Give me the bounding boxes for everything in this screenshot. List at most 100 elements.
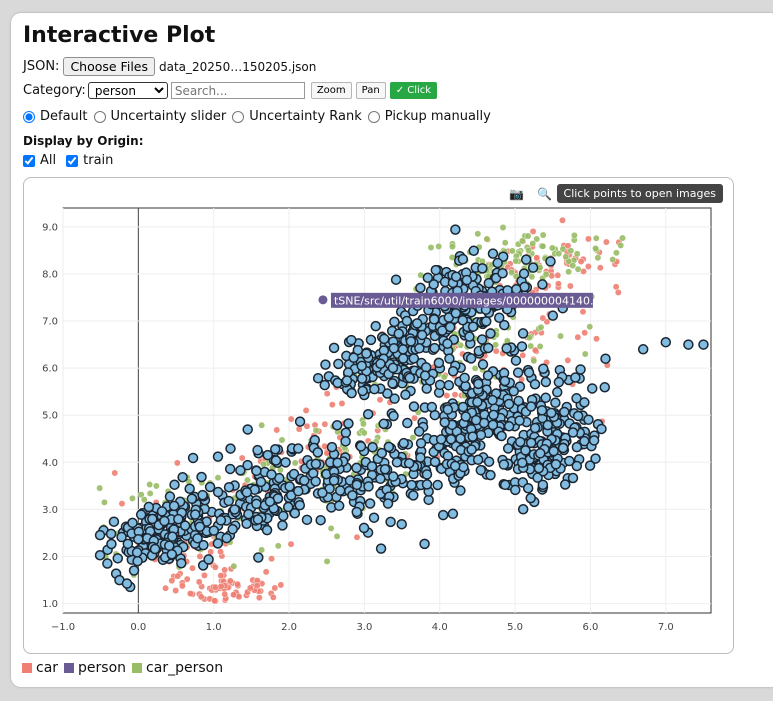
data-point-car-person [555, 250, 563, 258]
data-point-person [421, 479, 433, 490]
data-point-car [323, 390, 331, 398]
data-point-person [242, 424, 253, 435]
mode-uncertainty-rank[interactable]: Uncertainty Rank [232, 109, 362, 124]
data-point-person [389, 393, 400, 404]
data-point-person [435, 434, 447, 445]
data-point-person [358, 522, 370, 534]
data-point-car-person [528, 273, 536, 281]
data-point-person [473, 378, 484, 390]
data-point-car-person [258, 546, 266, 554]
data-point-car [268, 555, 276, 563]
data-point-car-person [619, 234, 626, 242]
data-point-car [253, 582, 261, 590]
data-point-car-person [617, 241, 625, 249]
x-tick-label: 3.0 [356, 622, 372, 633]
data-point-car [211, 597, 219, 605]
data-point-person [405, 336, 417, 347]
data-point-person [176, 557, 187, 569]
category-select[interactable]: person [87, 82, 168, 99]
zoom-icon[interactable]: 🔍 [537, 186, 552, 201]
search-input[interactable] [170, 82, 305, 99]
data-point-person [498, 459, 510, 470]
data-point-car-person [518, 237, 526, 245]
data-point-person [501, 343, 512, 354]
data-point-person [496, 430, 507, 442]
data-point-person [536, 405, 548, 416]
data-point-person [511, 283, 522, 295]
data-point-car [519, 351, 527, 359]
mode-uncertainty-rank-radio[interactable] [232, 110, 245, 123]
zoom-button[interactable]: Zoom [310, 82, 352, 99]
data-point-person [398, 437, 410, 449]
data-point-person [357, 385, 368, 397]
origin-all-checkbox[interactable] [23, 154, 35, 167]
data-point-person [683, 339, 694, 350]
data-point-person [472, 396, 483, 408]
data-point-person [378, 333, 390, 345]
data-point-person [529, 379, 541, 390]
data-point-person [465, 353, 477, 364]
data-point-person [94, 529, 106, 541]
data-point-person [447, 508, 459, 520]
data-point-car [303, 422, 311, 430]
y-tick-label: 9.0 [42, 222, 58, 233]
origin-train-checkbox[interactable] [66, 154, 79, 167]
pan-button[interactable]: Pan [355, 82, 386, 99]
data-point-person [503, 398, 515, 410]
x-tick-label: 2.0 [281, 622, 297, 633]
data-point-person [404, 372, 416, 384]
choose-files-button[interactable]: Choose Files [63, 57, 155, 76]
data-point-person [346, 387, 357, 399]
data-point-person [351, 479, 363, 491]
origin-train[interactable]: train [66, 153, 113, 168]
data-point-person [331, 420, 343, 431]
data-point-person [367, 442, 378, 453]
y-tick-label: 8.0 [42, 269, 58, 280]
data-point-car-person [140, 496, 148, 504]
data-point-car [217, 582, 225, 590]
category-row: Category: person Zoom Pan ✓ Click [23, 82, 441, 99]
data-point-person [514, 436, 526, 448]
data-point-person [413, 426, 425, 437]
data-point-person [450, 224, 461, 235]
data-point-car [539, 314, 547, 322]
mode-default[interactable]: Default [23, 109, 88, 124]
data-point-car-person [529, 240, 537, 248]
mode-uncertainty-slider-radio[interactable] [93, 110, 106, 123]
data-point-car [585, 235, 592, 243]
data-point-car [302, 407, 310, 414]
data-point-car-person [569, 262, 577, 270]
data-point-person [149, 543, 161, 555]
data-point-person [586, 383, 598, 394]
data-point-person [429, 342, 440, 354]
data-point-person [94, 549, 106, 561]
legend-item-car: car [22, 660, 58, 676]
data-point-car [492, 347, 500, 355]
mode-default-radio[interactable] [23, 110, 35, 123]
data-point-person [535, 448, 546, 459]
origin-title: Display by Origin: [23, 134, 144, 148]
data-point-person [310, 476, 321, 487]
hovered-point [317, 294, 329, 306]
origin-all[interactable]: All [23, 153, 56, 168]
data-point-car [593, 335, 600, 343]
data-point-person [235, 465, 246, 476]
data-point-person [467, 431, 478, 442]
data-point-person [459, 372, 470, 384]
data-point-person [326, 441, 338, 453]
mode-uncertainty-slider[interactable]: Uncertainty slider [93, 109, 226, 124]
data-point-person [166, 548, 178, 560]
camera-icon[interactable]: 📷 [509, 186, 524, 201]
data-point-car-person [427, 244, 435, 251]
data-point-person [449, 460, 461, 472]
data-point-person [223, 481, 235, 493]
mode-pickup-manually[interactable]: Pickup manually [367, 109, 491, 124]
click-mode-button[interactable]: ✓ Click [389, 82, 438, 99]
data-point-car-person [537, 323, 545, 331]
data-point-person [168, 500, 180, 512]
plot-container: −1.0 0.0 1.0 2.0 3.0 4.0 5.0 6.0 7.0 1.0 2.0 3.0 4.0… [23, 177, 734, 654]
scatter-plot[interactable]: −1.0 0.0 1.0 2.0 3.0 4.0 5.0 6.0 7.0 1.0 2.0 3.0 4.0… [24, 178, 731, 651]
data-point-car-person [586, 323, 594, 331]
data-point-person [396, 518, 407, 530]
mode-pickup-manually-radio[interactable] [367, 110, 380, 123]
